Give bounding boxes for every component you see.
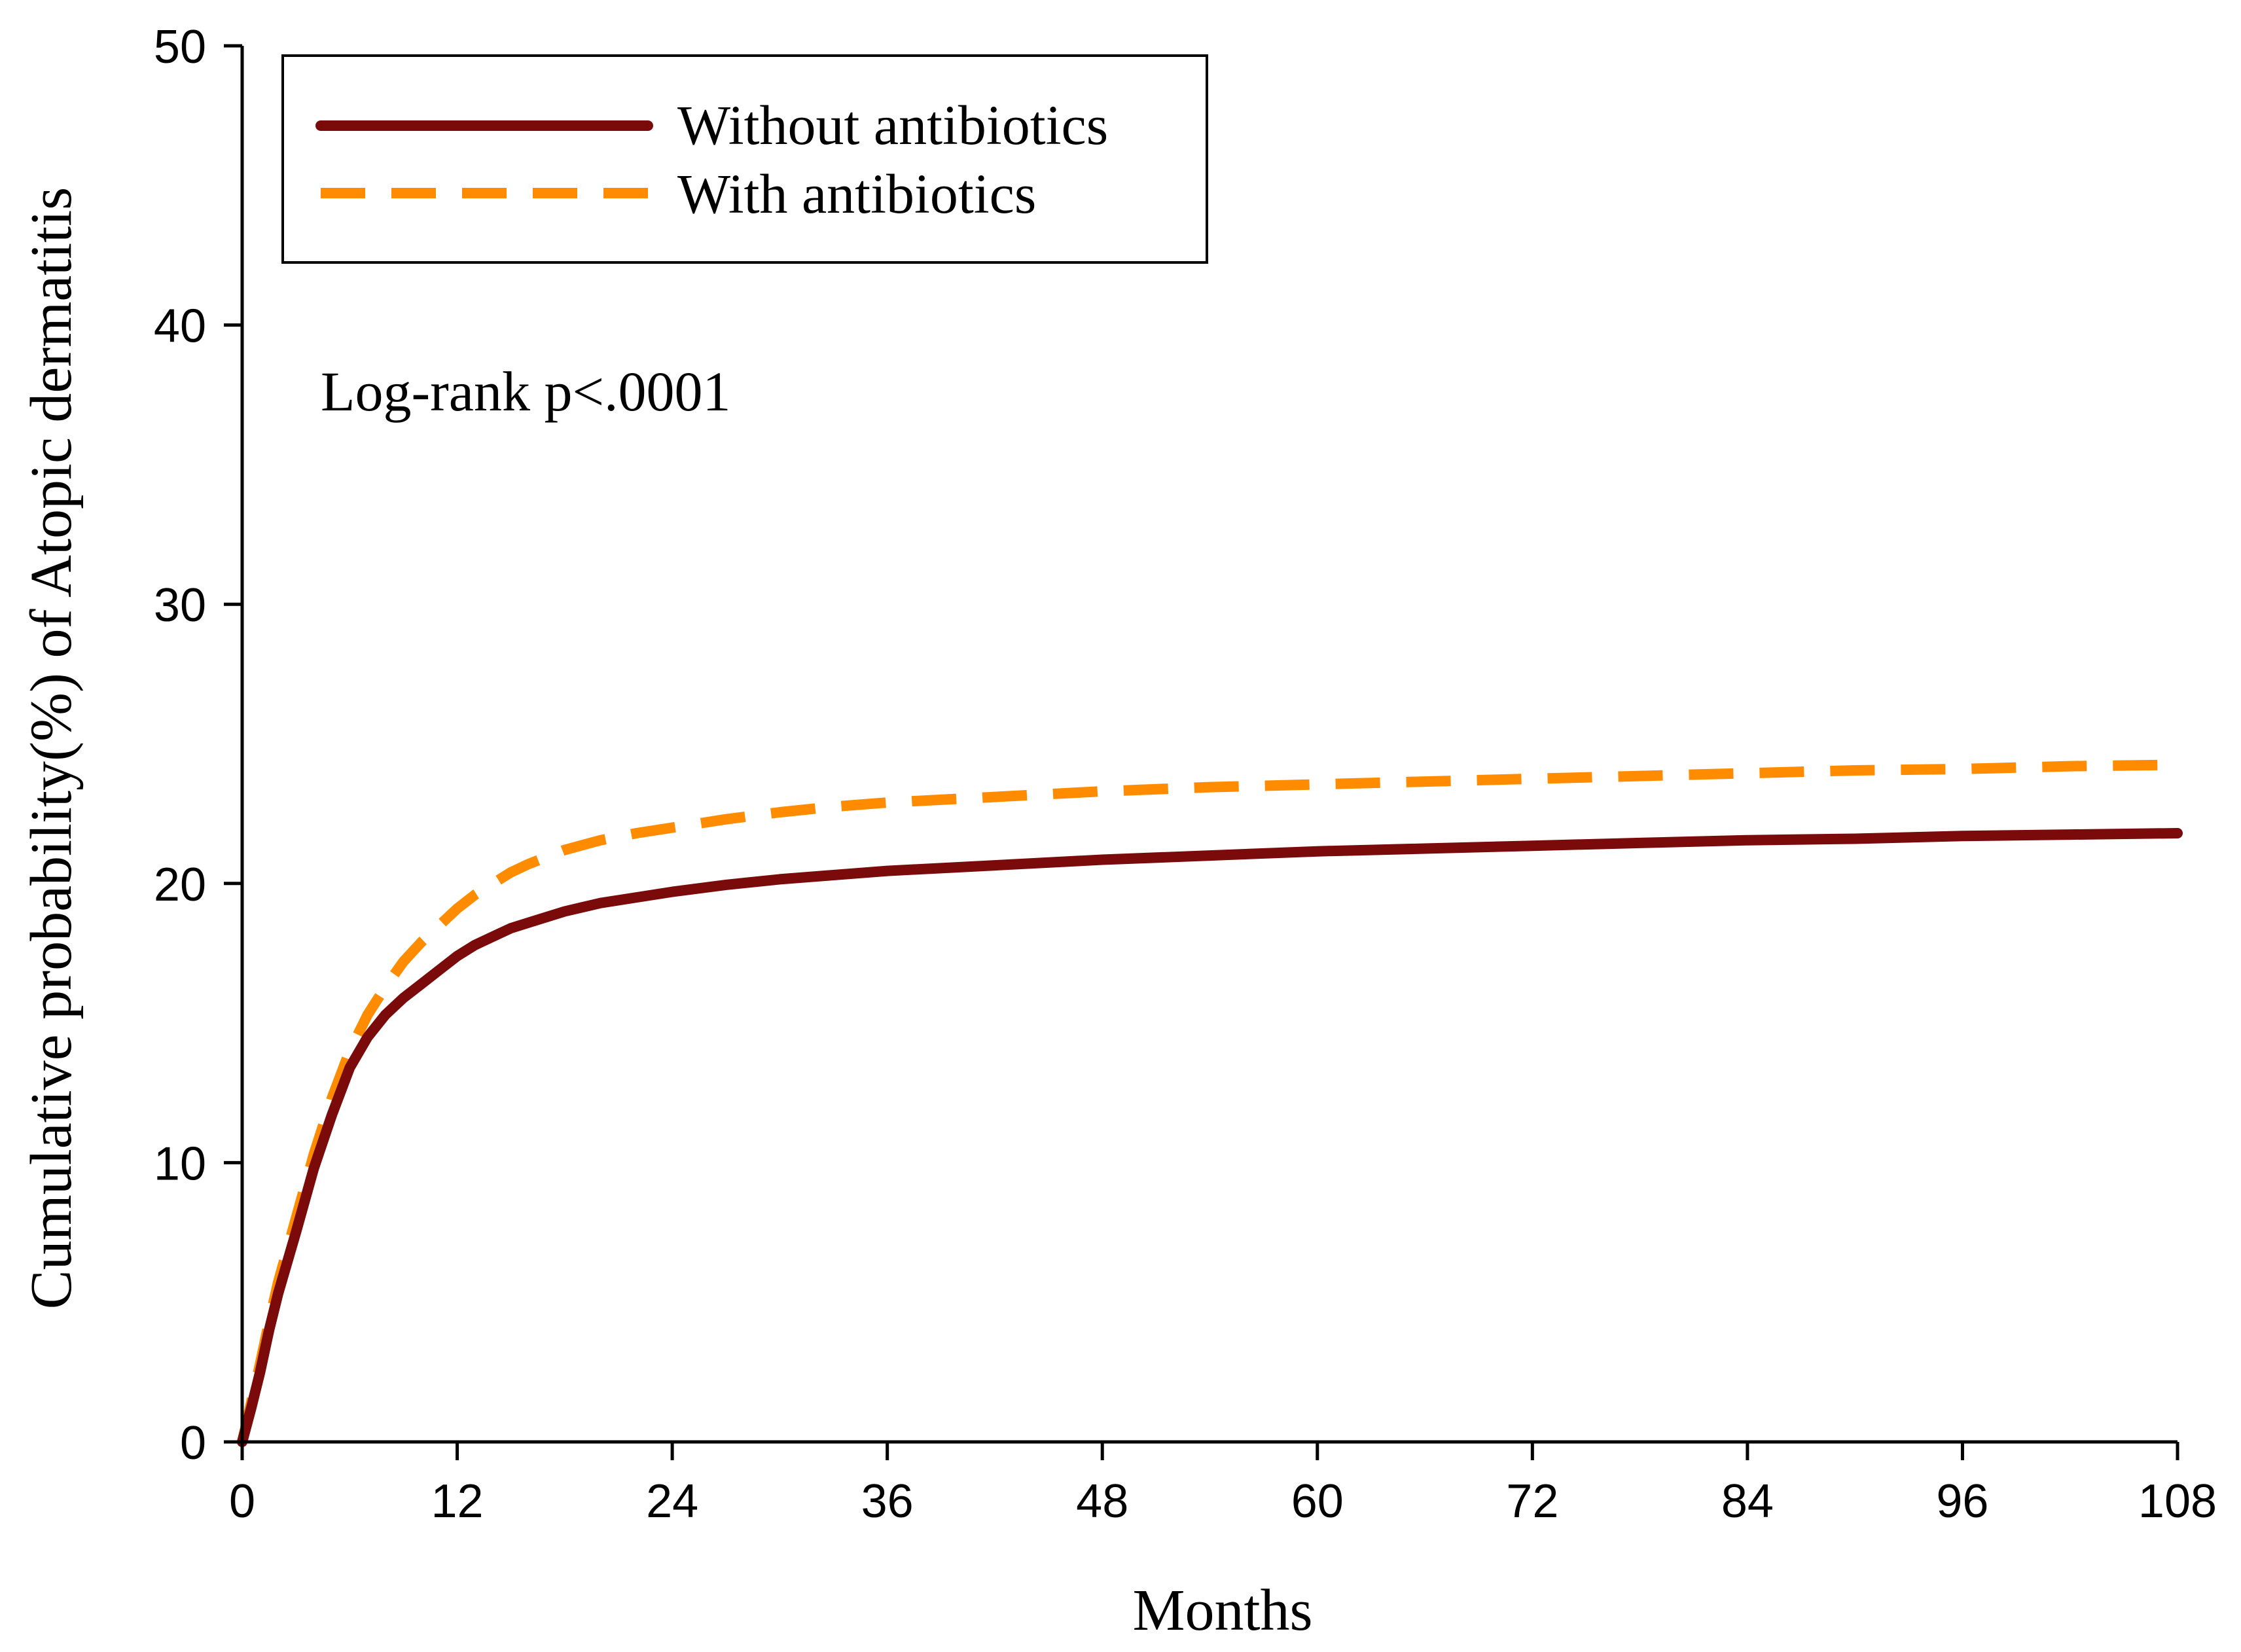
legend: Without antibiotics With antibiotics	[281, 54, 1208, 264]
axes	[240, 46, 2178, 1444]
series-line-with-antibiotics	[237, 759, 2178, 1443]
y-tick-label: 50	[154, 21, 206, 73]
x-tick-label: 0	[229, 1475, 255, 1528]
x-tick-label: 72	[1506, 1475, 1558, 1528]
x-tick-label: 12	[431, 1475, 484, 1528]
x-tick-label: 84	[1721, 1475, 1774, 1528]
y-tick-label: 30	[154, 579, 206, 632]
x-tick-label: 108	[2138, 1475, 2217, 1528]
x-tick-label: 48	[1076, 1475, 1128, 1528]
y-tick-label: 40	[154, 300, 206, 353]
y-axis-title: Cumulative probability(%) of Atopic derm…	[19, 187, 84, 1310]
x-tick-label: 24	[646, 1475, 698, 1528]
x-tick-label: 36	[861, 1475, 914, 1528]
x-tick-label: 60	[1291, 1475, 1344, 1528]
y-tick-label: 20	[154, 859, 206, 911]
series-lines	[237, 759, 2183, 1447]
legend-label-without-antibiotics: Without antibiotics	[677, 94, 1108, 156]
log-rank-annotation: Log-rank p<.0001	[321, 360, 730, 423]
y-tick-label: 0	[180, 1417, 206, 1469]
y-tick-label: 10	[154, 1138, 206, 1190]
legend-box	[281, 54, 1208, 264]
series-line-without-antibiotics	[237, 828, 2183, 1447]
x-axis-title: Months	[1132, 1578, 1312, 1643]
tick-labels: 0 12 24 36 48 60 72 84 96 108 0 10 20 30 40 50	[154, 21, 2217, 1528]
tick-marks	[224, 44, 2179, 1460]
legend-label-with-antibiotics: With antibiotics	[677, 162, 1036, 225]
x-tick-label: 96	[1936, 1475, 1988, 1528]
